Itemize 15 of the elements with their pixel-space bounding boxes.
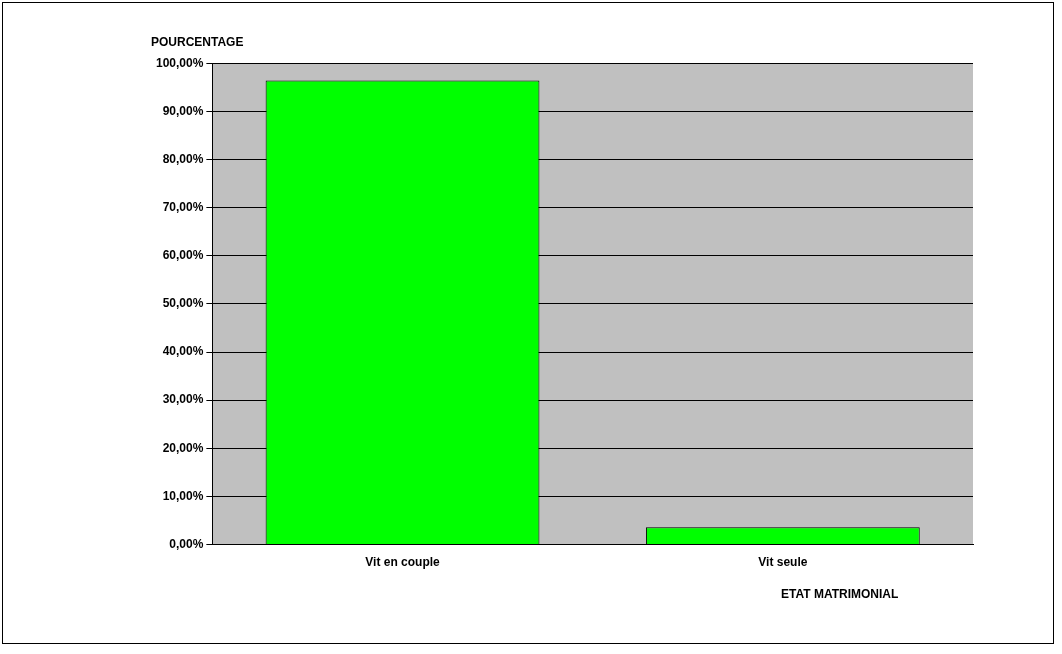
- x-tick-label: Vit en couple: [365, 555, 441, 570]
- y-tick-label: 70,00%: [162, 199, 204, 214]
- y-tick-label: 90,00%: [162, 103, 204, 118]
- y-tick-label: 50,00%: [162, 296, 204, 311]
- x-axis-title: ETAT MATRIMONIAL: [781, 587, 899, 601]
- y-tick-label: 10,00%: [162, 488, 204, 503]
- y-tick-label: 30,00%: [162, 392, 204, 407]
- y-axis-title: POURCENTAGE: [151, 35, 244, 49]
- y-tick-label: 80,00%: [162, 151, 204, 166]
- y-tick-label: 60,00%: [162, 248, 204, 263]
- y-tick-label: 40,00%: [162, 344, 204, 359]
- x-tick-label: Vit seule: [758, 555, 808, 570]
- y-tick-label: 20,00%: [162, 440, 204, 455]
- y-tick-label: 0,00%: [169, 536, 204, 551]
- y-tick-label: 100,00%: [156, 55, 204, 70]
